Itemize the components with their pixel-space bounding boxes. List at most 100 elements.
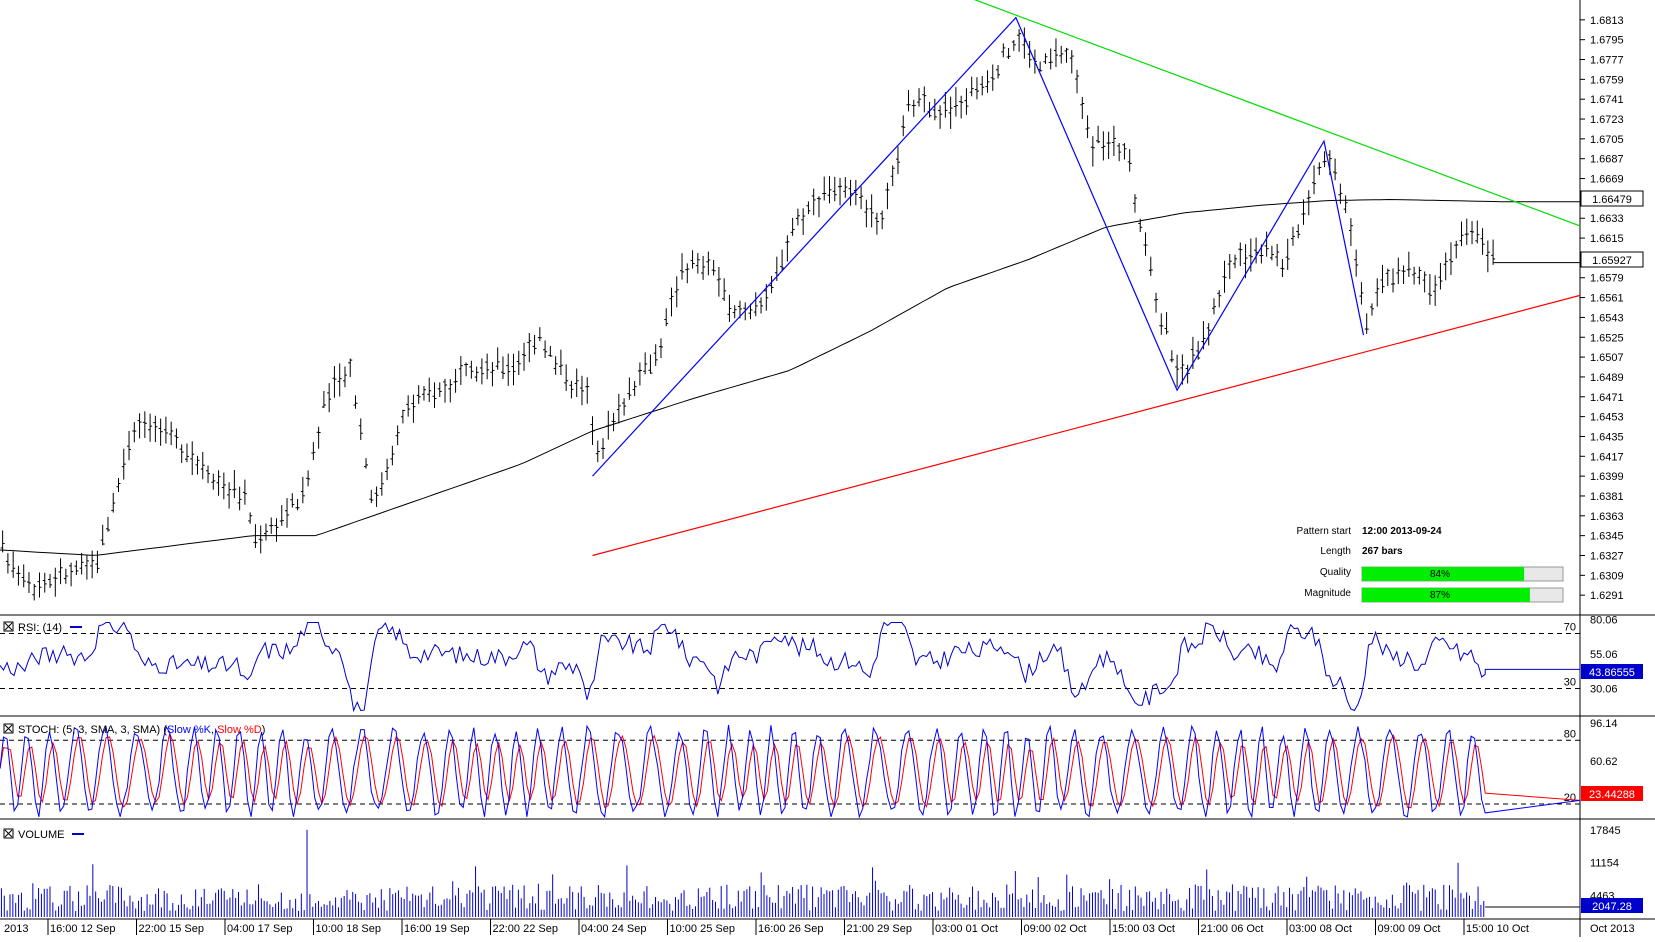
price-tick-label: 1.6687	[1590, 154, 1624, 166]
magnitude-value: 87%	[1430, 590, 1450, 601]
price-tick-label: 1.6759	[1590, 74, 1624, 86]
price-candle	[400, 409, 405, 424]
rsi-current-label: 43.86555	[1589, 667, 1635, 679]
price-candle	[806, 201, 811, 215]
pattern-lines	[592, 0, 1581, 557]
price-candle	[1148, 256, 1153, 276]
price-candle	[843, 177, 848, 198]
price-candle	[537, 327, 542, 342]
price-candle	[1333, 158, 1338, 181]
price-candle	[1096, 125, 1101, 144]
price-candle	[364, 458, 369, 469]
quality-bar-fill	[1362, 567, 1525, 581]
price-candle	[258, 525, 263, 554]
price-candle	[348, 358, 353, 377]
price-candle	[1275, 243, 1280, 267]
x-tick-label: 16:00 12 Sep	[50, 923, 115, 935]
price-candle	[495, 347, 500, 370]
price-candle	[1343, 195, 1348, 214]
price-candle	[37, 572, 42, 598]
price-candle	[1211, 298, 1216, 315]
price-candle	[527, 333, 532, 363]
price-candle	[590, 416, 595, 446]
rsi-current-box	[1581, 664, 1643, 679]
x-axis-right-label: Oct 2013	[1590, 923, 1635, 935]
rsi-panel: 80.06 55.06 30.06 70 30 RSI: (14) 43.86555	[0, 615, 1643, 713]
rsi-path	[0, 621, 1580, 713]
price-candle	[653, 344, 658, 366]
price-candle	[385, 458, 390, 481]
price-candle	[74, 560, 79, 576]
stoch-y-axis: 96.14 60.62	[1590, 718, 1618, 768]
price-candle	[648, 354, 653, 374]
price-candle	[311, 442, 316, 460]
ma-value-box	[1580, 190, 1644, 207]
price-candle	[716, 266, 721, 297]
price-candle	[558, 349, 563, 376]
price-candle	[1169, 350, 1174, 363]
price-candle	[1285, 238, 1290, 270]
price-candle	[1006, 48, 1011, 60]
price-candle	[943, 92, 948, 118]
osc-tick-label: 11154	[1590, 858, 1619, 870]
price-tick-label: 1.6453	[1590, 412, 1624, 424]
price-candle	[1491, 239, 1496, 265]
price-candle	[142, 411, 147, 438]
price-tick-label: 1.6309	[1590, 570, 1624, 582]
price-candle	[79, 552, 84, 575]
price-candle	[1322, 151, 1327, 168]
price-candle	[848, 179, 853, 206]
price-candle	[221, 472, 226, 500]
x-tick-label: 16:00 26 Sep	[758, 923, 823, 935]
price-candle	[1185, 364, 1190, 384]
price-candle	[674, 276, 679, 308]
price-tick-label: 1.6435	[1590, 431, 1624, 443]
price-candle	[1438, 262, 1443, 290]
support-trendline	[592, 294, 1581, 557]
price-candle	[637, 362, 642, 386]
price-candle	[990, 64, 995, 91]
osc-tick-label: 55.06	[1590, 649, 1618, 661]
x-tick-label: 22:00 15 Sep	[139, 923, 204, 935]
price-candle	[0, 530, 5, 553]
stoch-d-label: Slow %D	[217, 724, 262, 736]
price-candle	[859, 186, 864, 210]
price-candle	[169, 421, 174, 446]
price-candle	[116, 477, 121, 492]
price-candle	[932, 98, 937, 121]
price-tick-label: 1.6291	[1590, 590, 1624, 602]
price-candle	[1090, 136, 1095, 167]
price-candle	[321, 390, 326, 408]
x-tick-label: 09:00 02 Oct	[1024, 923, 1087, 935]
quality-label: Quality	[1320, 567, 1351, 578]
price-candle	[42, 572, 47, 593]
price-candle	[316, 426, 321, 449]
price-candle	[21, 564, 26, 588]
price-tick-label: 1.6633	[1590, 213, 1624, 225]
price-candle	[200, 451, 205, 480]
price-tick-label: 1.6381	[1590, 491, 1624, 503]
price-candle	[443, 378, 448, 403]
price-candle	[485, 353, 490, 380]
price-candle	[274, 518, 279, 542]
price-candle	[358, 418, 363, 440]
price-candle	[917, 88, 922, 107]
price-candle	[1485, 240, 1490, 273]
price-candle	[922, 86, 927, 113]
price-candle	[785, 235, 790, 262]
price-candle	[1154, 292, 1159, 313]
price-tick-label: 1.6399	[1590, 471, 1624, 483]
price-candle	[1464, 218, 1469, 245]
price-candle	[1280, 259, 1285, 278]
volume-toggle-x	[4, 829, 13, 838]
price-candle	[206, 465, 211, 484]
price-candle	[48, 573, 53, 589]
price-candle	[727, 294, 732, 322]
price-candle	[1233, 254, 1238, 269]
price-candle	[585, 377, 590, 404]
price-candle	[722, 278, 727, 302]
price-candle	[416, 385, 421, 404]
